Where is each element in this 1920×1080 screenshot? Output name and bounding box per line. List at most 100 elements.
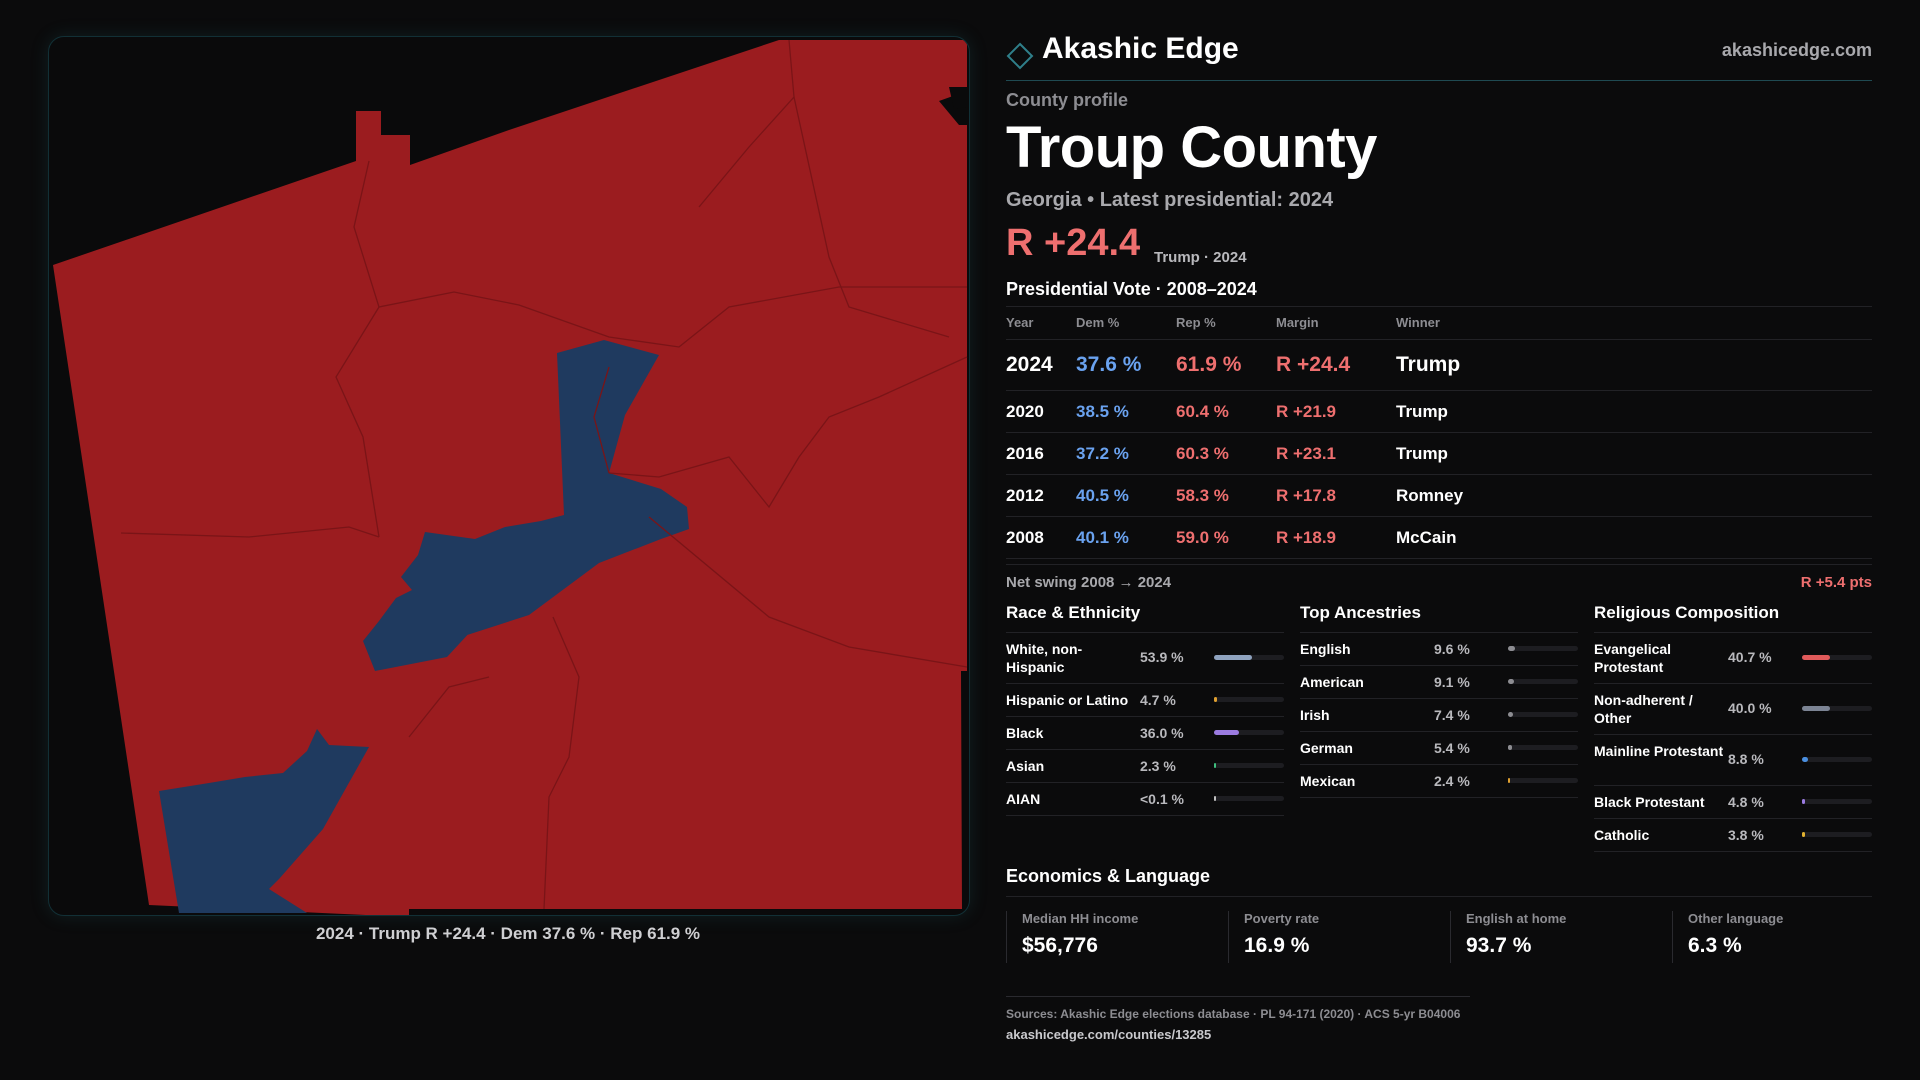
net-swing-label: Net swing 2008 → 2024 [1006,574,1172,591]
item-value: 53.9 % [1140,649,1184,665]
item-bar-fill [1802,655,1830,660]
table-row: 2024 37.6 % 61.9 % R +24.4 Trump [1006,340,1872,391]
item-value: <0.1 % [1140,791,1184,807]
brand-url[interactable]: akashicedge.com [1721,40,1872,60]
stat-value: 93.7 % [1466,934,1532,957]
table-row: 2008 40.1 % 59.0 % R +18.9 McCain [1006,517,1872,559]
cell-margin: R +24.4 [1276,353,1351,376]
religion-title: Religious Composition [1594,600,1872,633]
list-item: Mexican 2.4 % [1300,765,1578,798]
list-item: English 9.6 % [1300,633,1578,666]
item-label: Black [1006,725,1044,741]
cell-rep: 60.3 % [1176,444,1229,463]
list-item: Non-adherent / Other 40.0 % [1594,684,1872,735]
item-label: Non-adherent / Other [1594,692,1693,726]
divider [1672,911,1673,963]
county-edge-notch [949,87,969,109]
item-bar-fill [1802,832,1805,837]
county-outline-rep [53,40,967,915]
item-value: 2.4 % [1434,773,1470,789]
cell-winner: Romney [1396,486,1464,505]
cell-year: 2008 [1006,528,1044,547]
item-bar [1214,763,1284,768]
item-bar-fill [1508,679,1514,684]
net-swing-row: Net swing 2008 → 2024 R +5.4 pts [1006,564,1872,595]
religion-list: Religious Composition Evangelical Protes… [1594,600,1872,852]
item-bar [1802,655,1872,660]
cell-dem: 40.1 % [1076,528,1129,547]
cell-dem: 37.6 % [1076,353,1142,376]
item-bar [1214,697,1284,702]
table-row: 2012 40.5 % 58.3 % R +17.8 Romney [1006,475,1872,517]
diamond-logo-icon [1006,42,1034,70]
item-bar [1508,745,1578,750]
item-bar-fill [1508,778,1510,783]
net-swing-value: R +5.4 pts [1800,574,1872,591]
stat-english-at-home: English at home 93.7 % [1466,911,1666,963]
cell-rep: 58.3 % [1176,486,1229,505]
item-bar-fill [1802,757,1808,762]
divider [1006,911,1007,963]
item-value: 9.6 % [1434,641,1470,657]
stat-median-income: Median HH income $56,776 [1022,911,1222,963]
cell-year: 2012 [1006,486,1044,505]
county-url-link[interactable]: akashicedge.com/counties/13285 [1006,1027,1212,1042]
cell-rep: 61.9 % [1176,353,1242,376]
list-item: Catholic 3.8 % [1594,819,1872,852]
item-value: 7.4 % [1434,707,1470,723]
list-item: White, non-Hispanic 53.9 % [1006,633,1284,684]
list-item: Mainline Protestant 8.8 % [1594,735,1872,786]
list-item: German 5.4 % [1300,732,1578,765]
item-value: 3.8 % [1728,827,1764,843]
vote-section-title: Presidential Vote · 2008–2024 [1006,279,1257,299]
item-label: Asian [1006,758,1045,774]
item-bar-fill [1508,646,1515,651]
cell-dem: 38.5 % [1076,402,1129,421]
item-label: Catholic [1594,827,1650,843]
item-value: 4.8 % [1728,794,1764,810]
list-item: Evangelical Protestant 40.7 % [1594,633,1872,684]
col-dem: Dem % [1076,315,1120,330]
col-winner: Winner [1396,315,1440,330]
item-label: American [1300,674,1364,690]
economics-panel: Median HH income $56,776 Poverty rate 16… [1006,896,1872,971]
item-bar [1508,778,1578,783]
item-label: AIAN [1006,791,1041,807]
item-bar-fill [1802,799,1805,804]
item-bar [1802,757,1872,762]
cell-dem: 40.5 % [1076,486,1129,505]
item-bar-fill [1214,763,1216,768]
item-bar-fill [1508,745,1512,750]
item-bar [1508,712,1578,717]
item-label: English [1300,641,1351,657]
item-value: 40.0 % [1728,700,1772,716]
list-item: Black Protestant 4.8 % [1594,786,1872,819]
list-item: American 9.1 % [1300,666,1578,699]
stat-value: $56,776 [1022,934,1098,957]
col-year: Year [1006,315,1034,330]
list-item: Asian 2.3 % [1006,750,1284,783]
list-item: Black 36.0 % [1006,717,1284,750]
item-label: Evangelical Protestant [1594,641,1672,675]
economics-title: Economics & Language [1006,866,1211,886]
precinct-map-svg [53,39,969,915]
precinct-dem-southwest [159,729,369,913]
sources-note: Sources: Akashic Edge elections database… [1006,1007,1461,1021]
map-caption: 2024 · Trump R +24.4 · Dem 37.6 % · Rep … [315,924,701,943]
list-item: Irish 7.4 % [1300,699,1578,732]
cell-year: 2020 [1006,402,1044,421]
table-row: 2016 37.2 % 60.3 % R +23.1 Trump [1006,433,1872,475]
item-bar [1508,646,1578,651]
stat-label: Other language [1688,911,1784,926]
item-bar-fill [1214,697,1217,702]
stat-poverty-rate: Poverty rate 16.9 % [1244,911,1444,963]
stat-value: 16.9 % [1244,934,1310,957]
item-bar [1802,799,1872,804]
item-label: Irish [1300,707,1330,723]
vote-table: Year Dem % Rep % Margin Winner 2024 37.6… [1006,306,1872,559]
item-bar-fill [1508,712,1513,717]
cell-margin: R +23.1 [1276,444,1337,463]
precinct-boundaries [120,39,968,910]
county-map[interactable] [48,36,970,916]
item-bar-fill [1214,730,1239,735]
